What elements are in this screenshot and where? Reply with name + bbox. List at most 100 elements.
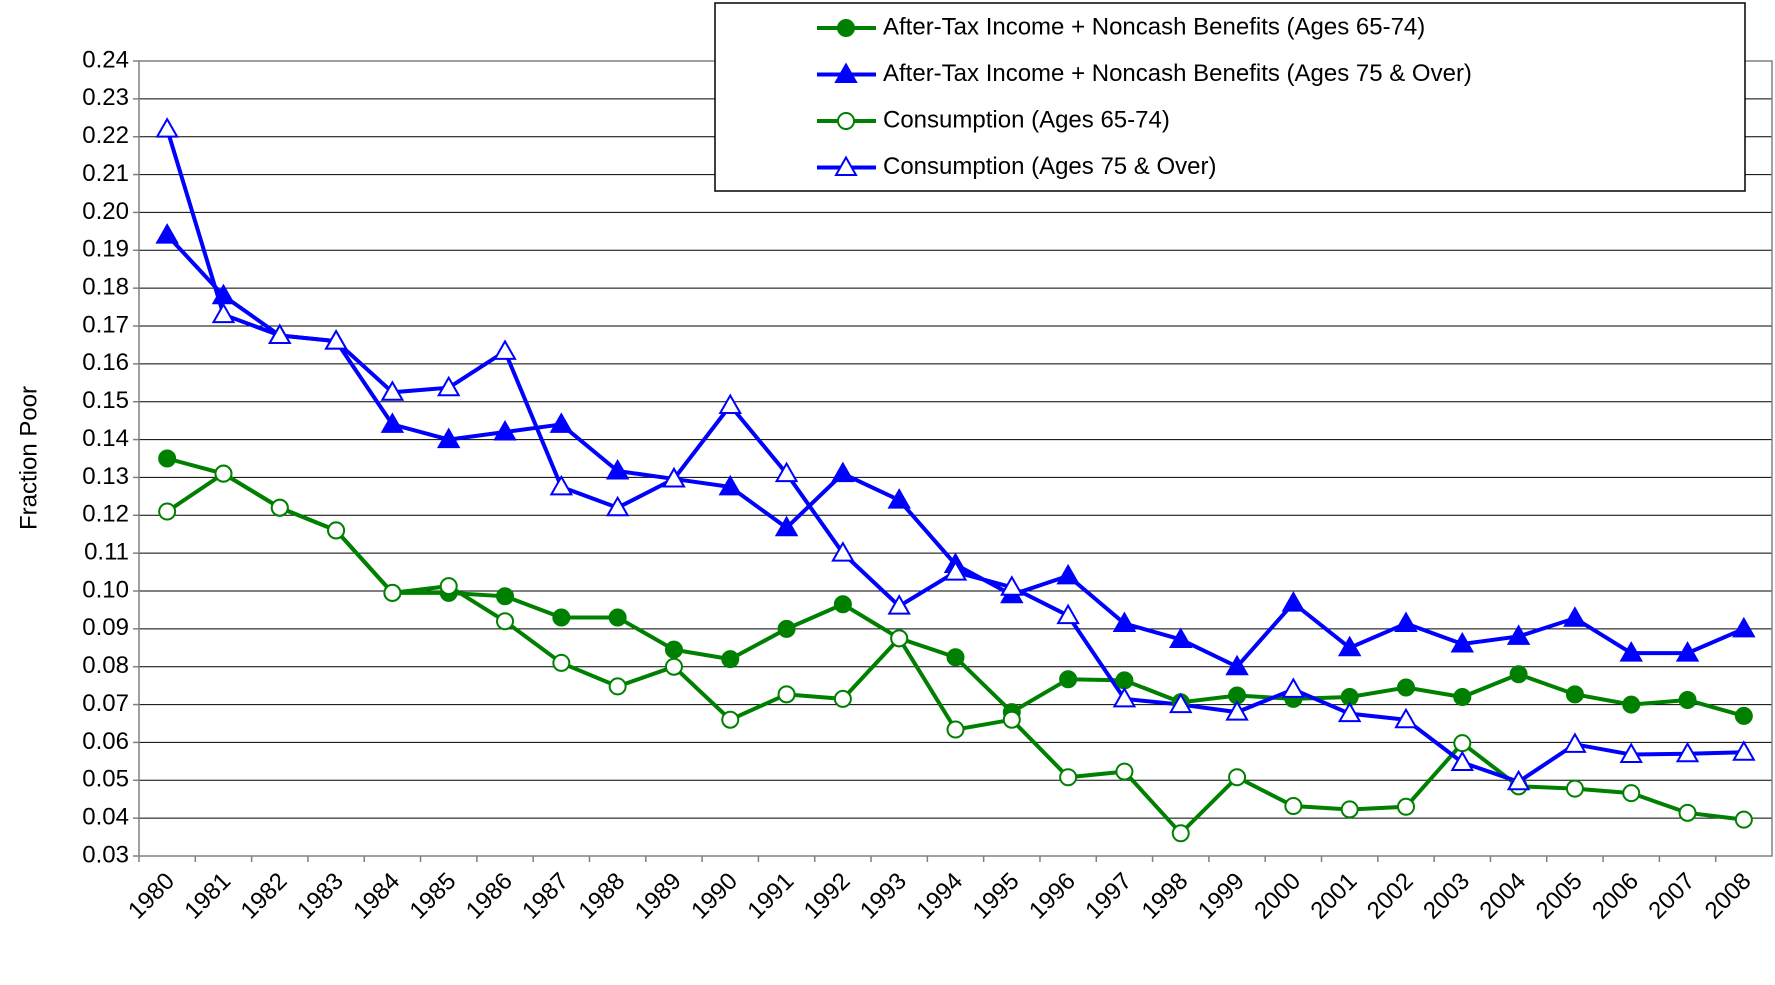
x-tick-label: 1990: [686, 868, 743, 925]
y-tick-label: 0.10: [82, 576, 129, 603]
point: [493, 339, 517, 360]
point: [1056, 563, 1080, 585]
legend-box: [714, 2, 1746, 192]
point: [1453, 688, 1472, 706]
legend-label: After-Tax Income + Noncash Benefits (Age…: [883, 60, 1472, 87]
point: [1281, 677, 1306, 698]
point: [1225, 700, 1249, 721]
point: [1396, 797, 1415, 816]
point: [1678, 691, 1697, 710]
point: [155, 117, 179, 138]
point: [211, 302, 236, 324]
point: [608, 608, 627, 627]
series-line: [165, 128, 1744, 785]
y-tick-label: 0.14: [82, 425, 129, 452]
legend-label: After-Tax Income + Noncash Benefits (Age…: [883, 13, 1425, 40]
point: [552, 653, 571, 672]
series-line: [165, 233, 1745, 670]
point: [664, 640, 683, 659]
point: [1059, 670, 1078, 689]
x-tick-label: 1986: [461, 868, 518, 925]
point: [1337, 701, 1362, 723]
point: [1732, 740, 1756, 761]
x-tick-label: 1998: [1137, 868, 1194, 925]
legend-marker: [837, 19, 855, 37]
point: [270, 498, 289, 517]
x-tick-label: 1981: [179, 868, 236, 925]
series-line: [166, 456, 1745, 718]
point: [493, 419, 517, 441]
y-tick-label: 0.22: [82, 122, 129, 149]
point: [1619, 641, 1643, 662]
point: [383, 583, 402, 602]
point: [549, 412, 574, 433]
point: [946, 720, 965, 739]
point: [831, 461, 855, 483]
point: [1622, 695, 1641, 714]
x-tick-label: 1988: [574, 868, 631, 925]
point: [436, 375, 461, 397]
y-tick-label: 0.15: [82, 387, 129, 414]
point: [1563, 732, 1587, 753]
y-axis-label: Fraction Poor: [15, 386, 42, 530]
x-tick-label: 1994: [911, 868, 968, 925]
x-tick-label: 1993: [855, 868, 912, 925]
x-tick-label: 1992: [799, 868, 856, 925]
point: [605, 458, 630, 480]
point: [721, 650, 740, 669]
point: [1394, 611, 1418, 633]
y-tick-label: 0.23: [82, 84, 129, 111]
y-tick-label: 0.11: [84, 538, 129, 565]
y-tick-label: 0.21: [82, 160, 129, 187]
point: [1059, 768, 1078, 787]
y-tick-label: 0.13: [82, 463, 129, 490]
point: [831, 541, 855, 562]
point: [1112, 611, 1137, 633]
point: [833, 689, 852, 708]
point: [946, 648, 965, 667]
point: [380, 412, 405, 433]
point: [662, 466, 686, 488]
point: [214, 464, 233, 483]
point: [1734, 706, 1753, 725]
point: [887, 488, 911, 509]
point: [324, 329, 348, 350]
point: [1675, 641, 1700, 662]
y-tick-label: 0.05: [82, 766, 129, 793]
y-tick-label: 0.16: [82, 349, 129, 376]
x-tick-label: 2004: [1474, 868, 1531, 925]
point: [1225, 654, 1249, 676]
point: [1112, 686, 1137, 708]
point: [1115, 671, 1134, 690]
point: [605, 495, 630, 517]
point: [380, 380, 405, 401]
y-tick-label: 0.07: [82, 690, 129, 717]
x-tick-label: 1999: [1193, 868, 1250, 925]
point: [1002, 710, 1021, 729]
point: [327, 521, 346, 540]
y-tick-label: 0.18: [82, 273, 129, 300]
point: [1056, 603, 1080, 625]
legend-marker: [834, 62, 858, 83]
point: [774, 515, 799, 537]
point: [552, 608, 571, 627]
y-tick-label: 0.08: [82, 652, 129, 679]
legend-label: Consumption (Ages 75 & Over): [883, 153, 1216, 180]
point: [1453, 734, 1472, 753]
y-tick-label: 0.03: [82, 841, 129, 868]
legend-label: Consumption (Ages 65-74): [883, 106, 1170, 133]
point: [1450, 631, 1475, 653]
point: [1450, 750, 1475, 771]
point: [1619, 742, 1643, 764]
x-tick-label: 1996: [1024, 868, 1081, 925]
point: [718, 393, 742, 414]
point: [268, 323, 292, 344]
point: [664, 657, 683, 676]
legend-marker: [837, 112, 855, 130]
x-tick-label: 1985: [405, 868, 462, 925]
y-tick-label: 0.24: [82, 46, 129, 73]
point: [1565, 685, 1584, 704]
point: [777, 619, 796, 638]
point: [833, 595, 852, 614]
